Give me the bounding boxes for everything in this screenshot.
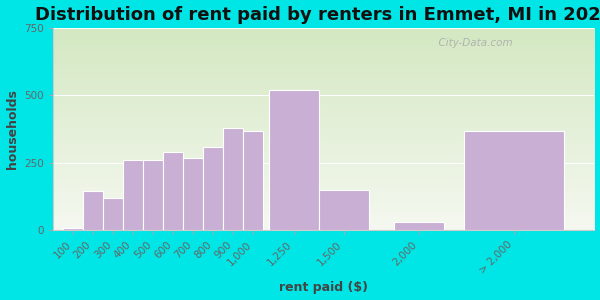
Bar (143, 160, 163, 230)
Bar (123, 160, 143, 230)
Y-axis label: households: households (5, 89, 19, 169)
Bar (103, 198, 123, 230)
Title: Distribution of rent paid by renters in Emmet, MI in 2021: Distribution of rent paid by renters in … (35, 6, 600, 24)
Text: City-Data.com: City-Data.com (432, 38, 512, 48)
Bar (464, 130, 565, 230)
Bar (269, 90, 319, 230)
Bar (319, 190, 369, 230)
Bar (244, 130, 263, 230)
Bar (394, 222, 444, 230)
Bar (183, 158, 203, 230)
Bar (163, 152, 183, 230)
Bar (203, 147, 223, 230)
Bar (223, 128, 244, 230)
Bar (83, 191, 103, 230)
X-axis label: rent paid ($): rent paid ($) (279, 281, 368, 294)
Bar (63, 228, 83, 230)
